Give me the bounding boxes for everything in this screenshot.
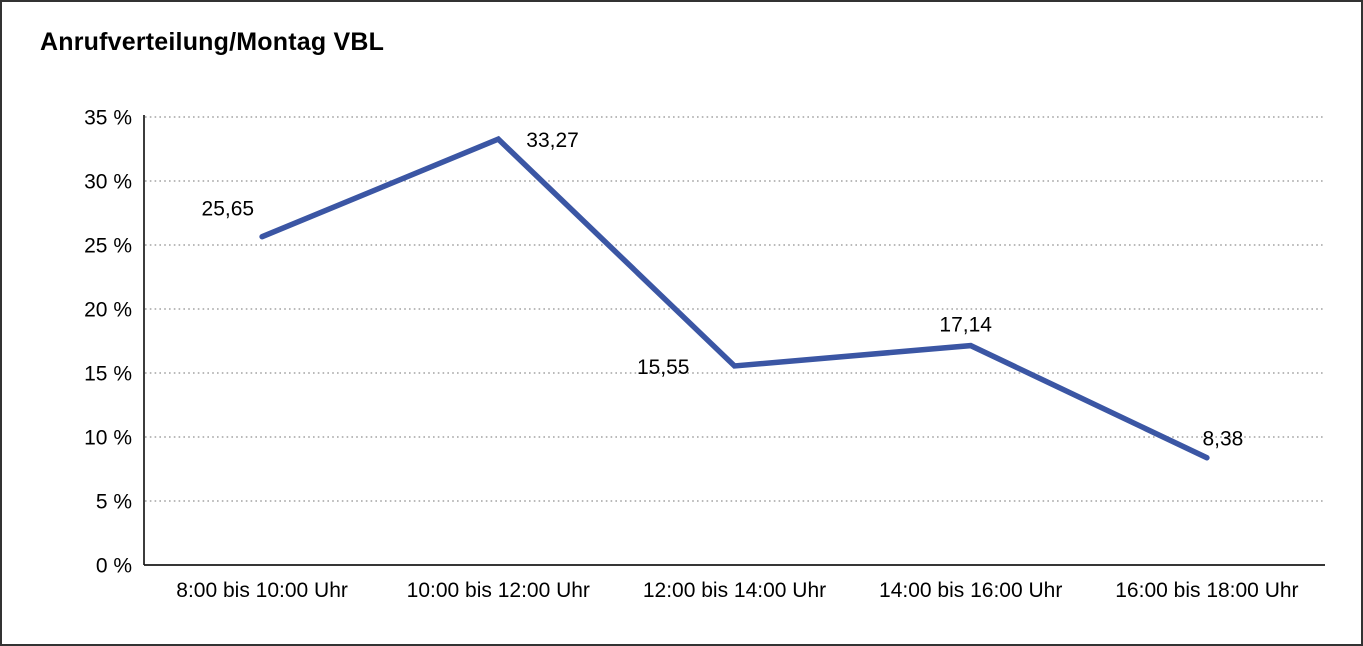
data-point-label: 15,55 — [637, 356, 690, 379]
x-category-label: 10:00 bis 12:00 Uhr — [407, 579, 590, 602]
data-point-label: 25,65 — [202, 198, 255, 221]
y-tick-label: 30 % — [84, 171, 132, 194]
data-point-label: 8,38 — [1202, 428, 1243, 451]
data-line — [259, 135, 1210, 461]
x-category-label: 16:00 bis 18:00 Uhr — [1115, 579, 1298, 602]
data-point-label: 17,14 — [939, 314, 992, 337]
y-tick-label: 20 % — [84, 299, 132, 322]
x-category-label: 14:00 bis 16:00 Uhr — [879, 579, 1062, 602]
y-tick-label: 0 % — [96, 555, 132, 578]
y-tick-label: 25 % — [84, 235, 132, 258]
x-category-label: 12:00 bis 14:00 Uhr — [643, 579, 826, 602]
y-tick-label: 35 % — [84, 107, 132, 130]
chart-title: Anrufverteilung/Montag VBL — [40, 28, 385, 56]
y-tick-label: 5 % — [96, 491, 132, 514]
data-point-label: 33,27 — [526, 129, 579, 152]
y-tick-label: 10 % — [84, 427, 132, 450]
y-tick-label: 15 % — [84, 363, 132, 386]
x-category-label: 8:00 bis 10:00 Uhr — [176, 579, 348, 602]
